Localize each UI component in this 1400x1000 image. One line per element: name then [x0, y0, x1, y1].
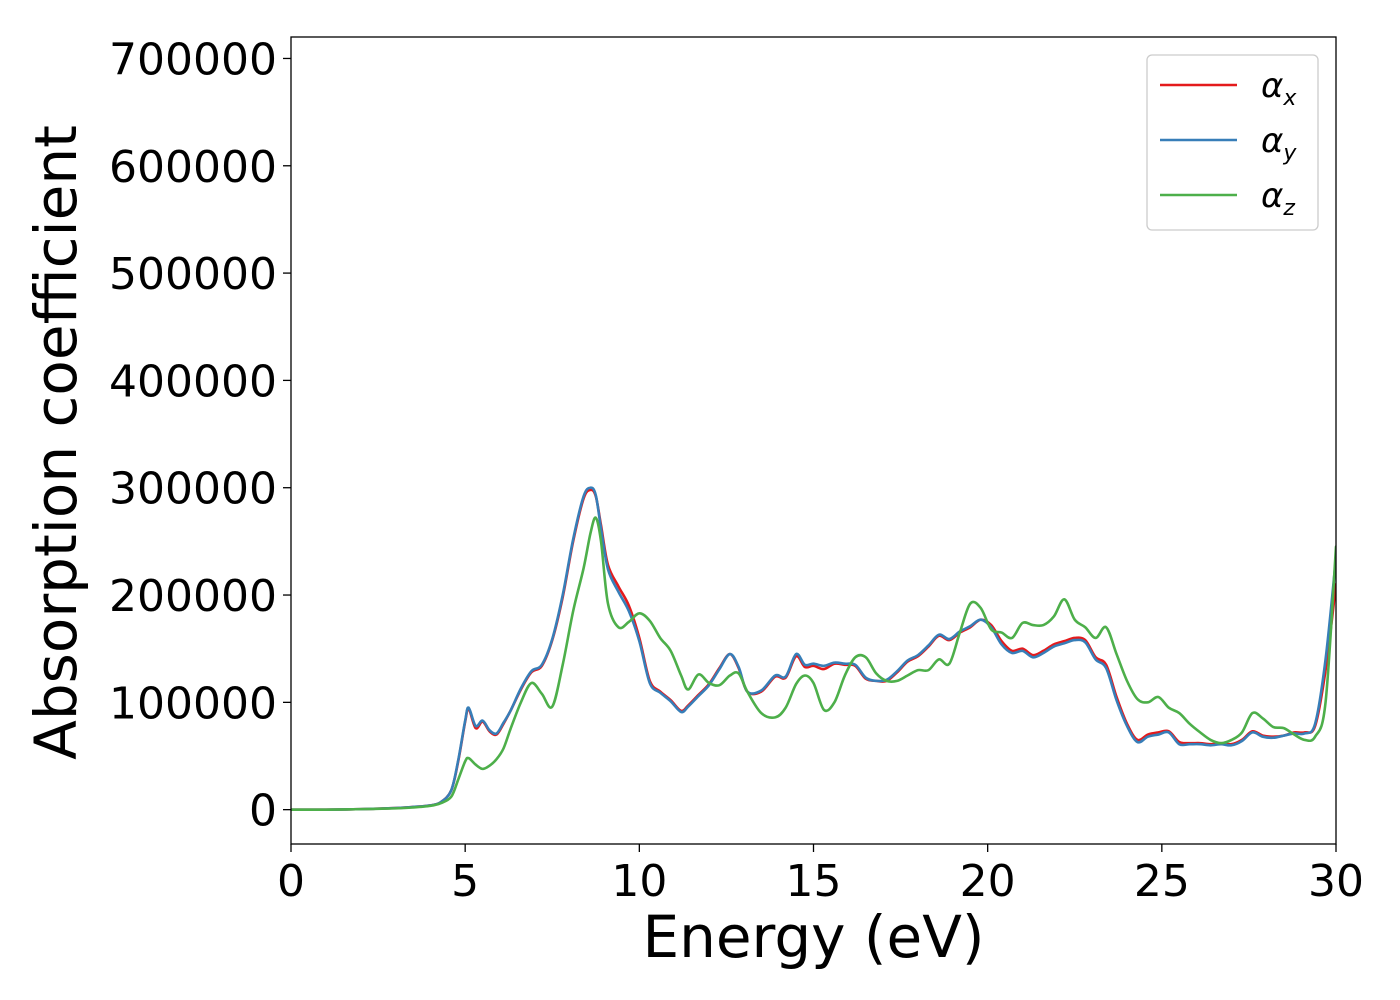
y-tick-label: 600000: [109, 142, 277, 193]
x-tick-label: 25: [1134, 856, 1190, 907]
legend-symbol: α: [1261, 176, 1283, 216]
series-line-y: [291, 486, 1336, 811]
x-tick-label: 10: [611, 856, 667, 907]
y-tick-label: 0: [249, 786, 277, 837]
legend-subscript: z: [1282, 196, 1295, 221]
y-tick-label: 500000: [109, 249, 277, 300]
y-axis-label: Absorption coefficient: [22, 125, 90, 760]
legend-label-y: αy: [1261, 121, 1297, 166]
plot-lines: [291, 486, 1336, 811]
legend-subscript: x: [1282, 86, 1297, 111]
legend-label-x: αx: [1261, 66, 1297, 111]
x-axis-ticks: 0 5 10 15 20 25 30: [277, 844, 1364, 907]
x-tick-label: 15: [786, 856, 842, 907]
y-tick-label: 100000: [109, 678, 277, 729]
y-tick-label: 700000: [109, 34, 277, 85]
legend-subscript: y: [1282, 141, 1297, 166]
x-tick-label: 30: [1308, 856, 1364, 907]
legend-box: [1146, 54, 1319, 231]
legend-symbol: α: [1261, 121, 1283, 161]
y-tick-label: 400000: [109, 356, 277, 407]
x-tick-label: 5: [451, 856, 479, 907]
legend-symbol: α: [1261, 66, 1283, 106]
x-axis-label: Energy (eV): [642, 903, 984, 971]
legend-label-z: αz: [1261, 176, 1295, 221]
y-tick-label: 300000: [109, 464, 277, 515]
y-tick-label: 200000: [109, 571, 277, 622]
x-tick-label: 20: [960, 856, 1016, 907]
series-line-z: [291, 516, 1336, 811]
y-axis-ticks: 0 100000 200000 300000 400000 500000 600000 700…: [109, 34, 291, 837]
x-tick-label: 0: [277, 856, 305, 907]
